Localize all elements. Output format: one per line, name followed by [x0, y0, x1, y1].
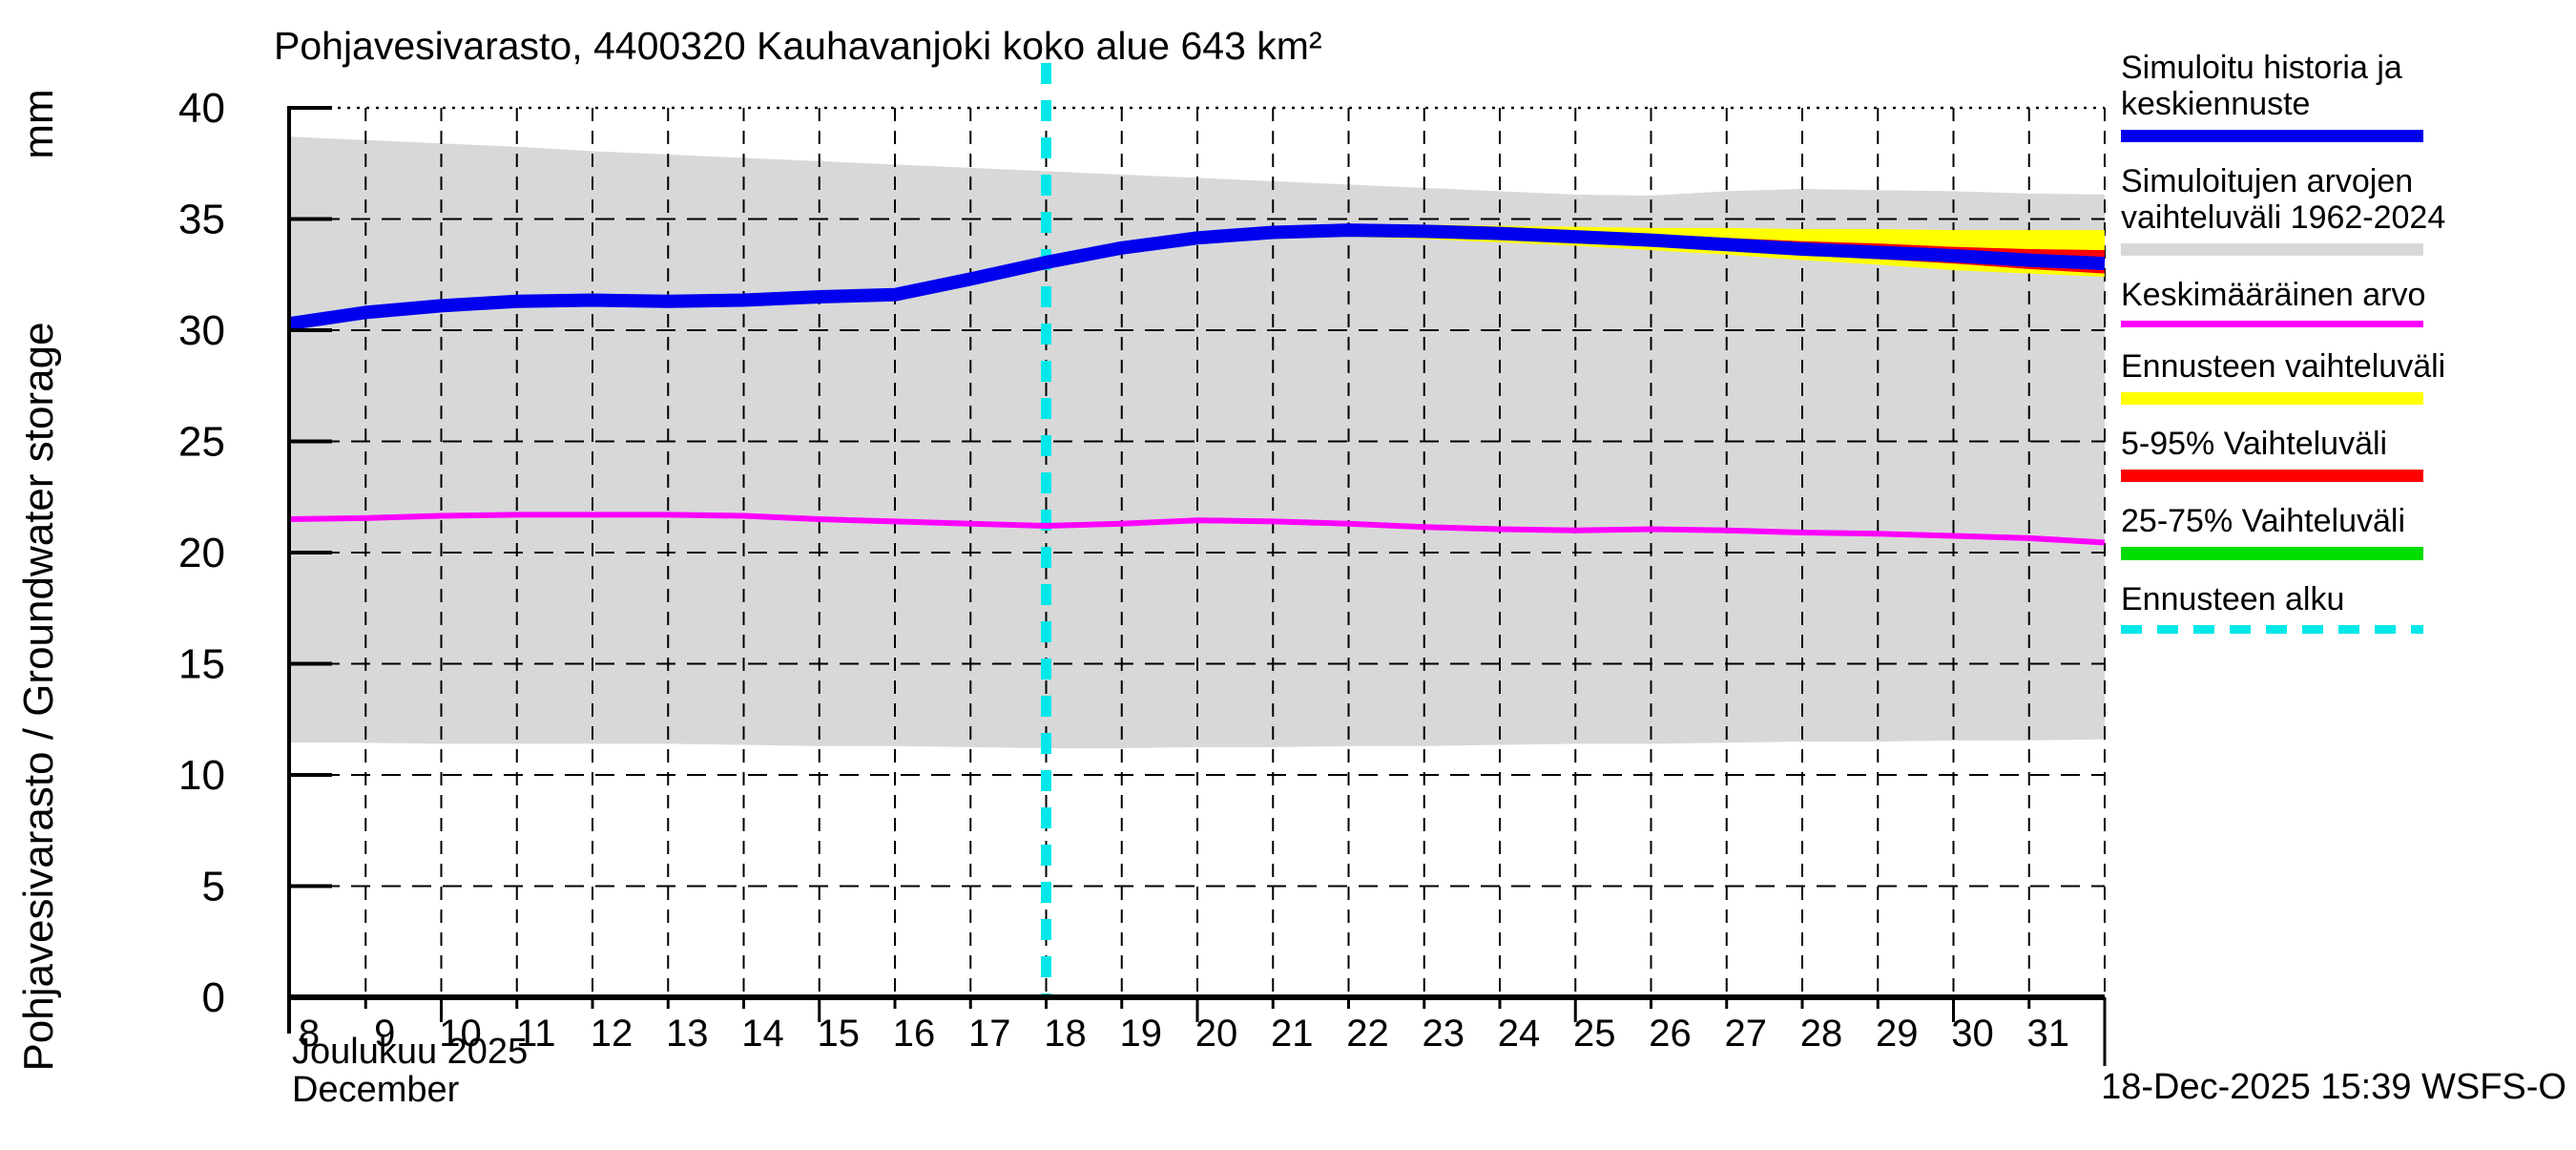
x-tick-label: 15	[818, 1013, 861, 1055]
x-tick-label: 25	[1573, 1013, 1616, 1055]
legend-item-forecast-range: Ennusteen vaihteluväli	[2121, 348, 2464, 405]
x-tick-label: 26	[1649, 1013, 1692, 1055]
legend-item-simulated-range-1962-2024: Simuloitujen arvojen vaihteluväli 1962-2…	[2121, 163, 2464, 256]
median-line	[288, 223, 2106, 330]
y-tick-label: 30	[178, 307, 225, 354]
legend-label: Keskimääräinen arvo	[2121, 277, 2426, 313]
legend-swatch-range-5-95	[2121, 470, 2423, 482]
legend-item-range-25-75: 25-75% Vaihteluväli	[2121, 503, 2464, 560]
x-tick-label: 18	[1044, 1013, 1087, 1055]
x-tick-label: 20	[1195, 1013, 1238, 1055]
legend-label: 25-75% Vaihteluväli	[2121, 503, 2405, 539]
legend-item-mean-value: Keskimääräinen arvo	[2121, 277, 2464, 327]
x-tick-label: 31	[2027, 1013, 2070, 1055]
mean-line	[289, 512, 2106, 546]
legend-swatch-forecast-start	[2121, 625, 2423, 634]
generation-timestamp: 18-Dec-2025 15:39 WSFS-O	[2101, 1067, 2566, 1107]
legend-label: 5-95% Vaihteluväli	[2121, 426, 2388, 462]
x-tick-label: 19	[1120, 1013, 1163, 1055]
y-tick-label: 35	[178, 197, 225, 243]
legend-item-range-5-95: 5-95% Vaihteluväli	[2121, 426, 2464, 482]
legend-label: Ennusteen vaihteluväli	[2121, 348, 2446, 385]
x-tick-label: 10	[439, 1013, 482, 1055]
legend-item-forecast-start: Ennusteen alku	[2121, 581, 2464, 634]
legend-swatch-forecast-range	[2121, 392, 2423, 405]
legend-swatch-simulated-range-1962-2024	[2121, 243, 2423, 256]
x-tick-label: 29	[1876, 1013, 1919, 1055]
y-axis-unit: mm	[15, 89, 62, 158]
x-tick-label: 9	[374, 1013, 395, 1055]
legend-swatch-range-25-75	[2121, 547, 2423, 560]
legend-item-simulated-history-and-median-forecast: Simuloitu historia ja keskiennuste	[2121, 50, 2464, 142]
y-tick-label: 20	[178, 530, 225, 576]
x-tick-label: 22	[1346, 1013, 1389, 1055]
legend: Simuloitu historia ja keskiennuste Simulo…	[2121, 50, 2464, 655]
x-tick-label: 27	[1725, 1013, 1768, 1055]
x-tick-label: 8	[299, 1013, 320, 1055]
chart-layers: 0 5 10 15 20 25 30 35 40 8 9 10 11 12 13 14 15 16 17 18 19 20…	[178, 63, 2107, 1066]
x-axis-month-fi: Joulukuu 2025	[292, 1032, 528, 1072]
x-tick-label: 28	[1800, 1013, 1843, 1055]
legend-swatch-simulated-history-and-median-forecast	[2121, 130, 2423, 142]
y-tick-label: 5	[202, 864, 225, 910]
x-tick-label: 13	[666, 1013, 709, 1055]
x-tick-label: 17	[968, 1013, 1011, 1055]
x-axis-month-en: December	[292, 1070, 460, 1110]
y-tick-label: 15	[178, 641, 225, 688]
y-axis-label: Pohjavesivarasto / Groundwater storage	[15, 322, 62, 1071]
x-tick-label: 24	[1498, 1013, 1541, 1055]
x-tick-label: 23	[1423, 1013, 1465, 1055]
legend-swatch-mean-value	[2121, 321, 2423, 327]
y-tick-label: 10	[178, 752, 225, 799]
x-tick-label: 11	[516, 1013, 556, 1055]
legend-label: Simuloitujen arvojen vaihteluväli 1962-2…	[2121, 163, 2446, 236]
legend-label: Simuloitu historia ja keskiennuste	[2121, 50, 2402, 122]
y-tick-label: 25	[178, 419, 225, 466]
x-tick-label: 30	[1951, 1013, 1994, 1055]
chart-title: Pohjavesivarasto, 4400320 Kauhavanjoki k…	[274, 24, 1322, 68]
y-tick-label: 0	[202, 974, 225, 1021]
legend-label: Ennusteen alku	[2121, 581, 2345, 617]
x-tick-label: 14	[741, 1013, 784, 1055]
y-tick-label: 40	[178, 85, 225, 132]
x-tick-label: 21	[1271, 1013, 1314, 1055]
x-tick-label: 12	[591, 1013, 634, 1055]
x-tick-label: 16	[893, 1013, 936, 1055]
